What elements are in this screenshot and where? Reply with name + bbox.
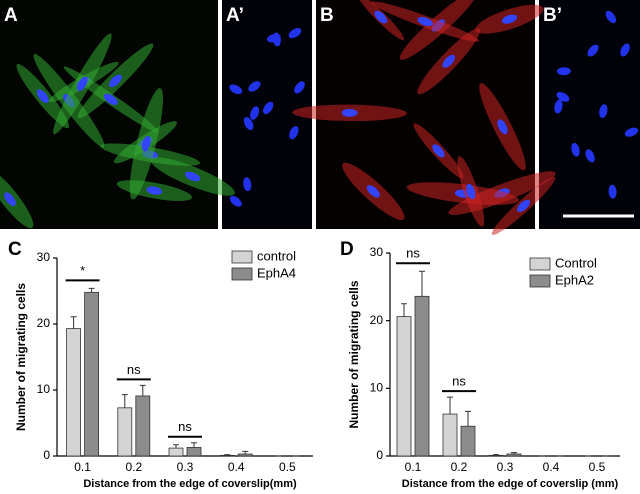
nucleus	[587, 44, 599, 57]
nucleus	[417, 16, 433, 27]
nucleus	[442, 54, 455, 68]
panel-b-prime-image	[539, 0, 640, 229]
nucleus	[109, 74, 122, 88]
nucleus	[608, 184, 617, 199]
x-tick-label: 0.4	[228, 460, 245, 474]
nucleus	[267, 33, 281, 43]
nucleus	[146, 186, 163, 195]
bar	[117, 407, 133, 457]
legend-swatch	[529, 257, 551, 271]
annotation: ns	[452, 374, 466, 389]
panel-label: C	[8, 239, 22, 260]
panel-label: A’	[226, 5, 244, 26]
x-tick-label: 0.2	[451, 460, 468, 474]
panel-label: A	[4, 5, 18, 26]
nucleus	[341, 108, 358, 117]
y-tick-label: 30	[37, 250, 51, 264]
bar	[488, 454, 504, 457]
nucleus	[243, 177, 252, 192]
y-tick-label: 0	[376, 448, 383, 462]
nucleus	[243, 117, 254, 131]
y-tick-label: 0	[43, 448, 50, 462]
x-tick-label: 0.4	[543, 460, 560, 474]
bar	[237, 453, 253, 457]
y-tick-label: 10	[37, 382, 51, 396]
nucleus	[263, 101, 274, 115]
nucleus	[141, 135, 151, 152]
y-tick-label: 20	[37, 316, 51, 330]
y-axis-label: Number of migrating cells	[14, 283, 28, 431]
x-tick-label: 0.1	[74, 460, 91, 474]
x-axis-label: Distance from the edge of coverslip(mm)	[83, 478, 297, 490]
panel-label: B	[320, 5, 334, 26]
bar	[84, 291, 99, 457]
legend-swatch	[529, 274, 551, 288]
y-tick-label: 10	[370, 381, 384, 395]
bar	[168, 447, 184, 457]
nucleus	[294, 81, 305, 94]
x-tick-label: 0.5	[589, 460, 606, 474]
legend-swatch	[231, 267, 253, 281]
micrographs	[0, 0, 640, 235]
legend-label: control	[257, 248, 296, 263]
nucleus	[501, 14, 518, 24]
nucleus	[556, 67, 571, 76]
nucleus	[554, 99, 563, 114]
nucleus	[374, 10, 388, 24]
nucleus	[248, 81, 261, 92]
nucleus	[624, 127, 639, 137]
nucleus	[366, 185, 380, 198]
legend-label: Control	[555, 255, 597, 270]
nucleus	[571, 142, 580, 157]
annotation: ns	[406, 246, 420, 261]
bar	[442, 413, 458, 457]
nucleus	[4, 192, 16, 206]
nucleus	[77, 76, 88, 92]
nucleus	[517, 199, 531, 213]
x-tick-label: 0.5	[279, 460, 296, 474]
nucleus	[250, 106, 260, 120]
nucleus	[497, 119, 508, 135]
nucleus	[599, 104, 608, 119]
y-tick-label: 20	[370, 313, 384, 327]
nucleus	[432, 144, 445, 158]
bar	[396, 316, 412, 457]
bar	[506, 453, 522, 457]
nucleus	[36, 89, 49, 103]
nucleus	[289, 126, 299, 140]
nucleus	[288, 28, 302, 39]
bar	[135, 395, 151, 457]
legend-swatch	[231, 250, 253, 264]
x-tick-label: 0.1	[405, 460, 422, 474]
y-axis-label: Number of migrating cells	[347, 280, 361, 428]
bar	[186, 447, 202, 457]
annotation: ns	[127, 362, 141, 377]
y-tick-label: 30	[370, 245, 384, 259]
nucleus	[585, 149, 595, 163]
nucleus	[229, 195, 242, 207]
x-tick-label: 0.3	[497, 460, 514, 474]
x-axis-label: Distance from the edge of coverslip (mm)	[402, 478, 619, 490]
nucleus	[229, 84, 243, 95]
panel-label: D	[340, 239, 354, 260]
nucleus	[103, 93, 118, 105]
nucleus	[185, 171, 201, 182]
nucleus	[556, 91, 570, 102]
bar	[219, 454, 235, 457]
bar	[414, 295, 430, 457]
bar	[460, 425, 476, 457]
x-tick-label: 0.3	[177, 460, 194, 474]
legend-label: EphA4	[257, 265, 296, 280]
nucleus	[605, 10, 617, 24]
nucleus	[466, 183, 476, 200]
nucleus	[620, 43, 630, 57]
annotation: *	[80, 263, 85, 278]
x-tick-label: 0.2	[125, 460, 142, 474]
legend-label: EphA2	[555, 272, 594, 287]
annotation: ns	[178, 419, 192, 434]
panel-label: B’	[543, 5, 562, 26]
bar	[66, 328, 81, 457]
